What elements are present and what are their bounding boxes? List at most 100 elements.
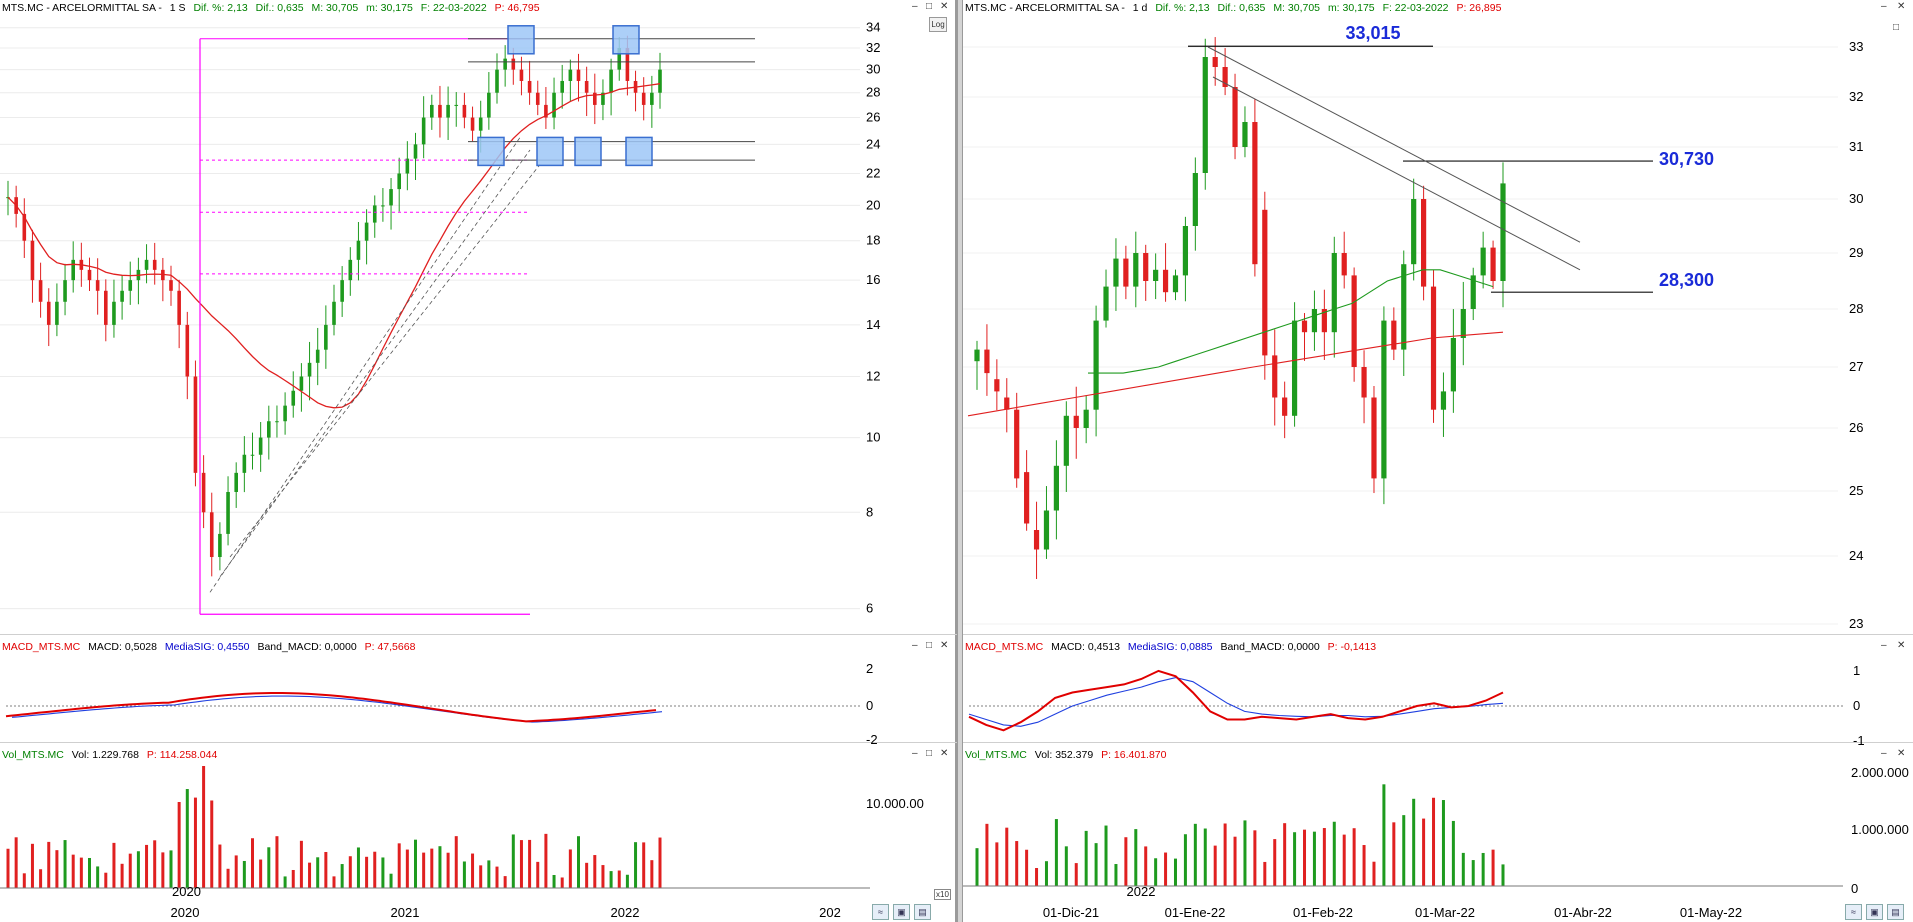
daily-candle [1232, 87, 1238, 147]
daily-volume-bar [1392, 822, 1396, 886]
macd-close-icon[interactable]: ✕ [940, 640, 949, 651]
daily-candle [1430, 286, 1437, 410]
y-tick-label: 22 [866, 166, 880, 181]
weekly-candle [560, 80, 564, 93]
save-icon[interactable]: ▣ [893, 904, 910, 920]
daily-candle [1172, 275, 1179, 293]
chart-tool-icon[interactable]: ▤ [1887, 904, 1904, 920]
weekly-volume-bar [479, 865, 483, 888]
daily-candle [994, 379, 1000, 392]
weekly-candle [430, 104, 434, 118]
daily-candle [1440, 391, 1447, 410]
weekly-candle [120, 290, 124, 302]
weekly-volume-bar [234, 855, 238, 888]
y-tick-label: 34 [866, 20, 880, 35]
weekly-candle [511, 58, 516, 70]
weekly-candle [535, 92, 540, 105]
vol-close-icon[interactable]: ✕ [940, 748, 949, 759]
weekly-volume-bar [340, 864, 344, 888]
weekly-candle [568, 69, 573, 81]
weekly-volume-bar [609, 871, 613, 888]
weekly-candle [364, 222, 369, 241]
weekly-candle [226, 491, 230, 534]
draw-tool-icon[interactable]: ≈ [1845, 904, 1862, 920]
daily-volume-bar [975, 848, 979, 886]
x-tick-label: 01-Abr-22 [1554, 905, 1612, 920]
daily-candle [1411, 199, 1417, 265]
vol-minimize-icon[interactable]: – [1881, 748, 1887, 759]
volume-tick-label: 0 [1851, 881, 1858, 896]
weekly-volume-bar [267, 847, 271, 888]
pane-splitter[interactable] [957, 0, 963, 922]
daily-candle [1014, 409, 1020, 479]
weekly-volume-bar [658, 837, 662, 888]
dif-pct: Dif. %: 2,13 [1155, 2, 1210, 14]
daily-candle [1242, 122, 1248, 147]
y-tick-label: 6 [866, 601, 873, 616]
vol-restore-icon[interactable]: □ [926, 748, 933, 759]
x-tick-label: 01-May-22 [1680, 905, 1742, 920]
save-icon[interactable]: ▣ [1866, 904, 1883, 920]
bottom-marker-box [477, 136, 505, 167]
top-marker-box [612, 25, 640, 55]
y-tick-label: 27 [1849, 359, 1863, 374]
daily-ma-green [1088, 269, 1494, 374]
pane-separator [0, 742, 957, 743]
chart-tool-icon[interactable]: ▤ [914, 904, 931, 920]
p-value: P: 26,895 [1456, 2, 1502, 14]
weekly-volume-bar [88, 857, 91, 888]
weekly-volume-header: Vol_MTS.MC Vol: 1.229.768 P: 114.258.044 [2, 748, 222, 762]
macd-name: MACD_MTS.MC [965, 641, 1044, 653]
restore-icon[interactable]: □ [926, 1, 933, 12]
volume-tick-label: 2.000.000 [1851, 765, 1909, 780]
weekly-volume-bar [585, 862, 589, 888]
weekly-volume-bar [226, 868, 230, 888]
daily-candle [1291, 320, 1298, 416]
vol-minimize-icon[interactable]: – [912, 748, 918, 759]
y-tick-label: 32 [1849, 89, 1863, 104]
y-tick-label: 23 [1849, 616, 1863, 631]
weekly-volume-bar [71, 854, 75, 888]
daily-candle [1450, 338, 1456, 392]
minimize-icon[interactable]: – [912, 1, 918, 12]
x10-button[interactable]: x10 [934, 889, 951, 900]
daily-volume-bar [1044, 861, 1048, 886]
weekly-volume-bar [381, 857, 385, 888]
pane-separator [963, 634, 1913, 635]
weekly-candle [250, 454, 255, 456]
macd-close-icon[interactable]: ✕ [1897, 640, 1906, 651]
daily-candle [1093, 320, 1099, 410]
draw-tool-icon[interactable]: ≈ [872, 904, 889, 920]
close-icon[interactable]: ✕ [940, 1, 949, 12]
volume-tick-label: 10.000.00 [866, 796, 924, 811]
weekly-candle [609, 69, 613, 93]
min-value: m: 30,175 [366, 2, 413, 14]
max-value: M: 30,705 [311, 2, 359, 14]
macd-restore-icon[interactable]: □ [926, 640, 933, 651]
daily-volume-bar [1441, 800, 1445, 886]
weekly-volume-bar [283, 876, 287, 888]
weekly-candle [470, 117, 475, 131]
daily-candle [1043, 510, 1050, 550]
y-tick-label: 20 [866, 197, 880, 212]
restore-icon[interactable]: □ [1893, 22, 1900, 33]
daily-volume-bar [1322, 828, 1326, 886]
macd-minimize-icon[interactable]: – [912, 640, 918, 651]
daily-candle [1024, 472, 1030, 524]
macd-minimize-icon[interactable]: – [1881, 640, 1887, 651]
daily-candle [1311, 309, 1318, 333]
weekly-volume-bar [568, 849, 572, 888]
vol-value: Vol: 1.229.768 [71, 749, 139, 761]
weekly-candle [462, 104, 467, 118]
minimize-icon[interactable]: – [1881, 1, 1887, 12]
weekly-volume-bar [365, 856, 369, 888]
vol-close-icon[interactable]: ✕ [1897, 748, 1906, 759]
daily-candle [1073, 415, 1079, 428]
weekly-chart-pane[interactable]: MTS.MC - ARCELORMITTAL SA - 1 S Dif. %: … [0, 0, 957, 922]
daily-chart-pane[interactable]: MTS.MC - ARCELORMITTAL SA - 1 d Dif. %: … [963, 0, 1913, 922]
symbol-title: MTS.MC - ARCELORMITTAL SA - [965, 2, 1125, 14]
close-icon[interactable]: ✕ [1897, 1, 1906, 12]
daily-volume-bar [1104, 825, 1108, 886]
daily-volume-bar [1114, 864, 1118, 886]
log-scale-button[interactable]: Log [929, 17, 947, 32]
